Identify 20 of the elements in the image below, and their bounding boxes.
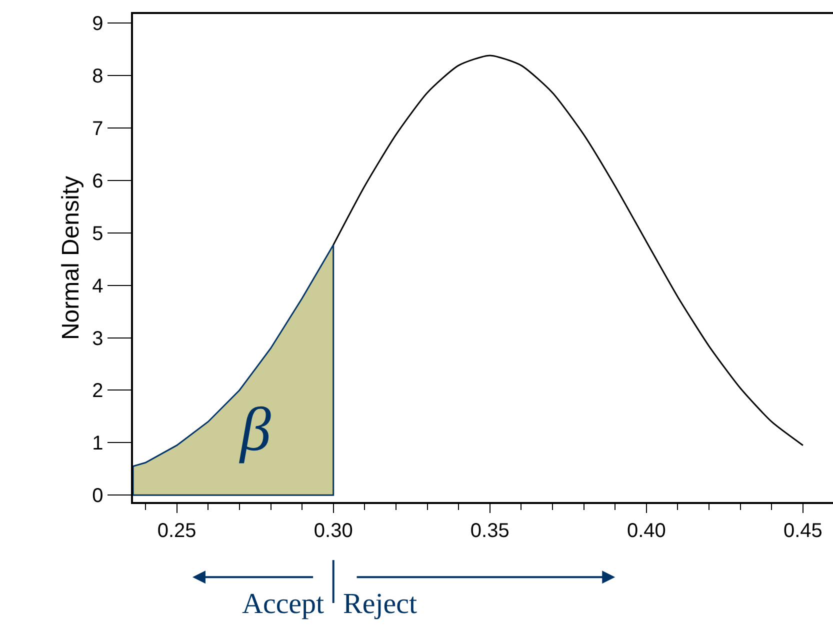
- y-tick-label: 2: [92, 380, 104, 402]
- x-tick-label: 0.25: [157, 520, 196, 542]
- text: Reject: [343, 588, 418, 620]
- y-axis-title: Normal Density: [58, 176, 85, 340]
- x-tick-label: 0.35: [470, 520, 510, 542]
- x-tick-label: 0.30: [314, 520, 353, 542]
- y-tick-label: 6: [92, 170, 104, 192]
- y-tick-label: 3: [92, 328, 104, 350]
- y-tick-label: 0: [92, 485, 104, 508]
- y-tick-label: 5: [92, 222, 104, 245]
- y-tick-label: 7: [92, 118, 104, 140]
- text: Accept: [242, 588, 324, 620]
- y-tick-label: 9: [92, 12, 104, 35]
- y-tick-label: 8: [92, 65, 104, 88]
- annotation: β: [239, 396, 271, 464]
- y-tick-label: 4: [92, 275, 104, 298]
- x-tick-label: 0.45: [783, 520, 822, 542]
- x-tick-label: 0.40: [626, 520, 666, 542]
- y-tick-label: 1: [92, 432, 104, 455]
- line-series: [332, 54, 804, 446]
